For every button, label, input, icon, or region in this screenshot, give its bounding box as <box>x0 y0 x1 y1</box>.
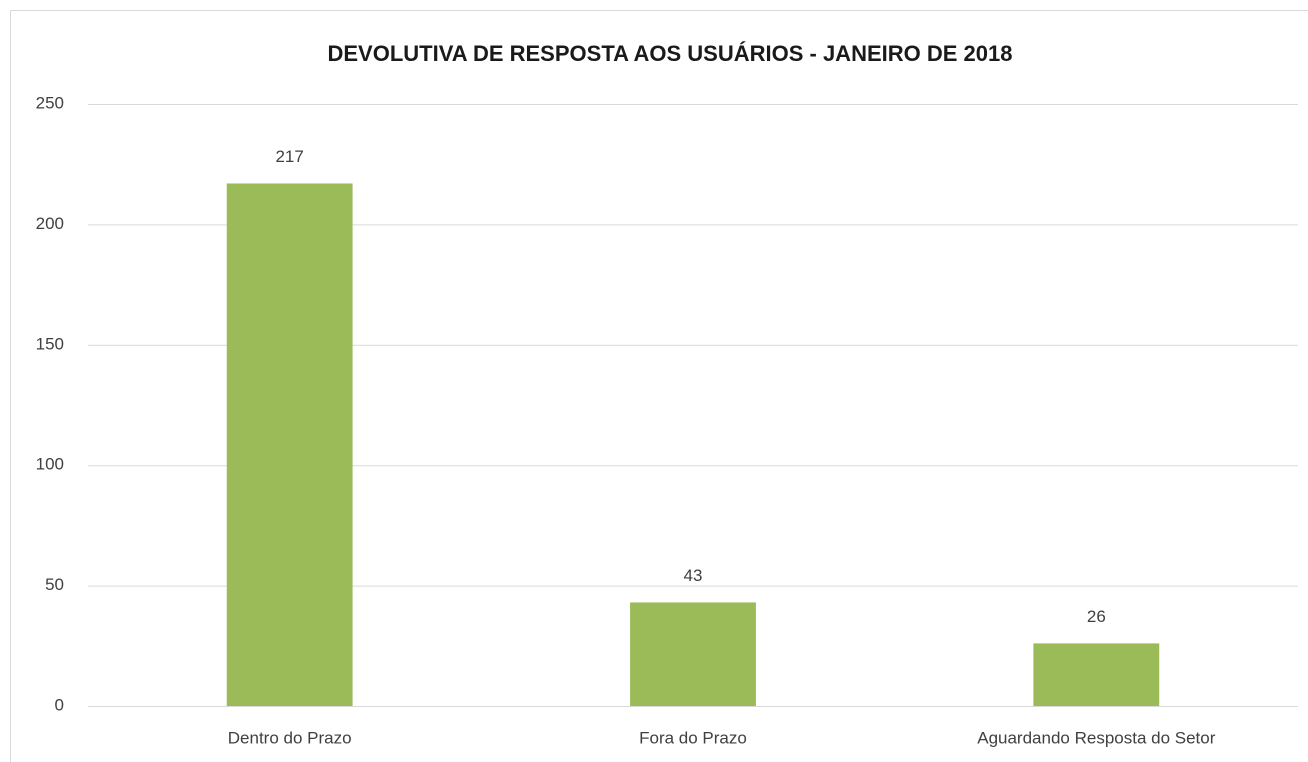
bar <box>1033 643 1160 706</box>
y-tick-label: 100 <box>36 455 64 474</box>
bar <box>630 602 756 706</box>
y-tick-label: 50 <box>45 575 64 594</box>
x-tick-label: Aguardando Resposta do Setor <box>977 728 1216 747</box>
bar <box>226 183 353 707</box>
data-label: 26 <box>1087 607 1106 626</box>
y-tick-label: 200 <box>36 214 64 233</box>
x-tick-label: Fora do Prazo <box>639 728 747 747</box>
x-tick-label: Dentro do Prazo <box>228 728 352 747</box>
y-tick-label: 0 <box>55 695 64 714</box>
chart-title: DEVOLUTIVA DE RESPOSTA AOS USUÁRIOS - JA… <box>328 41 1013 66</box>
data-label: 43 <box>684 566 703 585</box>
y-tick-label: 150 <box>36 334 64 353</box>
data-label: 217 <box>275 147 303 166</box>
y-tick-label: 250 <box>36 93 64 112</box>
